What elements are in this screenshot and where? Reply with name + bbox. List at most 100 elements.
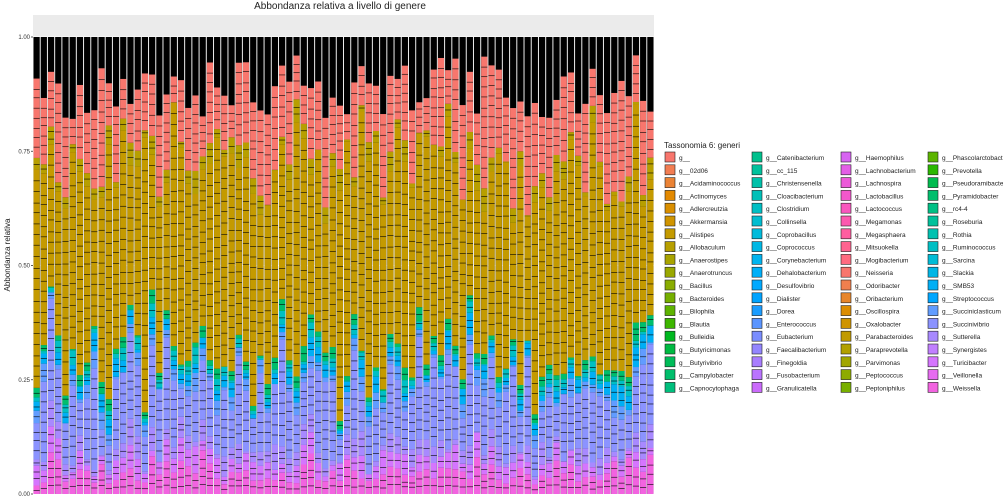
bar-segment [640,459,647,472]
legend-label: g__Oxalobacter [855,321,902,328]
bar-segment [358,431,365,456]
legend-label: g__Eubacterium [766,334,813,341]
bar-segment [264,462,271,479]
bar-segment [481,353,488,365]
bar-segment [91,482,98,494]
bar-segment [517,416,524,453]
bar-segment [192,473,199,494]
bar-segment [372,367,380,372]
bar-segment [307,174,315,315]
bar-segment [445,452,452,469]
bar-segment [473,431,481,433]
bar-segment [495,479,502,494]
bar-segment [286,164,293,180]
bar-segment [134,365,141,437]
bar-segment [250,193,257,406]
bar-segment [199,419,206,441]
bar-segment [235,145,242,168]
bar-segment [495,153,502,378]
bar-segment [423,364,430,376]
sample-bar [257,37,264,494]
legend-label: g__Ruminococcus [942,245,996,252]
bar-segment [394,119,401,128]
bar-segment [40,345,47,352]
sample-bar [423,37,430,494]
bar-segment [416,132,423,134]
legend-key [751,177,763,188]
bar-segment [307,368,315,415]
sample-bar [632,37,640,494]
legend-key [840,190,852,201]
bar-segment [84,398,91,460]
legend-key [751,202,763,214]
bar-segment [76,158,84,172]
legend-label: g__Paraprevotella [855,347,908,354]
bar-segment [560,161,567,180]
bar-segment [640,364,647,442]
legend-label: g__Granulicatella [766,385,817,392]
sample-bar [502,37,510,494]
bar-segment [510,345,517,357]
bar-segment [206,62,214,144]
bar-segment [358,359,365,377]
legend-key [664,279,676,291]
bar-segment [596,95,603,162]
bar-segment [553,402,560,407]
bar-segment [300,424,307,445]
plot-panel [33,15,654,495]
bar-segment [214,454,221,459]
sample-bar [177,37,185,494]
bar-segment [611,456,618,462]
bar-segment [647,342,654,345]
bar-segment [408,467,416,477]
bar-segment [134,150,141,167]
bar-segment [257,358,264,360]
bar-segment [279,472,286,494]
legend-key [664,369,676,380]
bar-segment [416,471,423,494]
legend-key [840,151,852,163]
bar-segment [228,137,235,154]
bar-segment [546,364,553,374]
bar-segment [538,376,546,387]
sample-bar [185,37,192,494]
bar-segment [105,125,112,145]
bar-segment [632,432,640,453]
sample-bar [40,37,47,494]
bar-segment [250,480,257,494]
sample-bar [264,37,271,494]
bar-segment [206,448,214,464]
bar-segment [358,105,365,112]
sample-bar [199,37,206,494]
bar-segment [127,468,134,494]
bar-segment [47,452,55,494]
bar-segment [567,449,575,451]
bar-segment [170,350,177,361]
sample-bar [358,37,365,494]
sample-bar [538,37,546,494]
bar-segment [271,444,279,470]
bar-segment [163,169,170,183]
bar-segment [495,377,502,383]
legend-label: g__Coprococcus [766,245,816,252]
bar-segment [481,211,488,354]
bar-segment [589,467,596,477]
bar-segment [380,445,387,451]
bar-segment [55,352,62,365]
bar-segment [177,364,185,367]
bar-segment [300,372,307,383]
legend-label: g__Bacteroides [679,296,725,303]
bar-segment [618,406,625,420]
bar-segment [141,473,149,483]
bar-segment [625,176,632,192]
bar-segment [264,114,271,205]
bar-segment [632,367,640,377]
bar-segment [365,397,372,402]
bar-segment [625,191,632,378]
bar-segment [84,362,91,371]
bar-segment [387,451,394,467]
bar-segment [329,460,336,466]
bar-segment [351,338,358,351]
bar-segment [62,404,69,413]
legend-key [840,330,852,342]
